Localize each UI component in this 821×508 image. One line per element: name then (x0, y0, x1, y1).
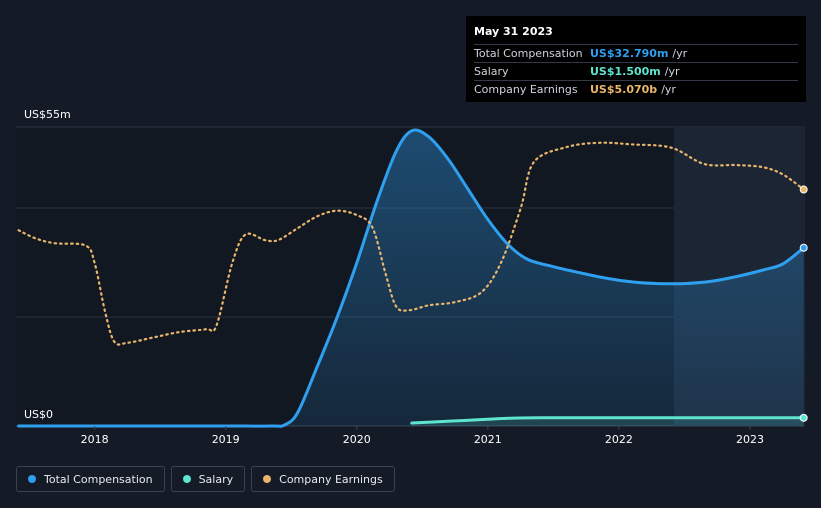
tooltip-label: Total Compensation (474, 47, 583, 60)
tooltip: May 31 2023 Total Compensation US$32.790… (466, 16, 806, 102)
series-areas (18, 130, 804, 427)
x-tick-label: 2018 (81, 433, 109, 446)
tooltip-unit: /yr (664, 65, 680, 78)
legend-label: Total Compensation (44, 472, 153, 486)
tooltip-row-company-earnings: Company Earnings US$5.070b /yr (474, 80, 798, 98)
company-earnings-line (17, 141, 805, 346)
company-earnings-endpoint (799, 185, 808, 194)
y-axis-top-label: US$55m (24, 108, 71, 121)
legend-item-total-compensation[interactable]: Total Compensation (16, 466, 165, 492)
x-tick-label: 2023 (736, 433, 764, 446)
series-endpoints (799, 185, 808, 422)
tooltip-unit: /yr (661, 83, 676, 96)
dot-icon (28, 475, 36, 483)
x-tick-label: 2022 (605, 433, 633, 446)
x-tick-label: 2021 (474, 433, 502, 446)
total-compensation-endpoint (799, 243, 808, 252)
x-tick-label: 2020 (343, 433, 371, 446)
salary-line (410, 416, 806, 425)
dot-icon (263, 475, 272, 483)
series-lines (17, 128, 806, 428)
tooltip-value: US$1.500m (590, 65, 661, 78)
legend-label: Company Earnings (279, 472, 383, 486)
dot-icon (182, 475, 191, 483)
tooltip-row-total-compensation: Total Compensation US$32.790m /yr (474, 44, 798, 62)
legend-item-salary[interactable]: Salary (170, 466, 246, 492)
x-tick-label: 2019 (212, 433, 240, 446)
tooltip-label: Company Earnings (474, 83, 578, 96)
total-compensation-area (18, 130, 804, 427)
tooltip-unit: /yr (672, 47, 688, 60)
legend-item-company-earnings[interactable]: Company Earnings (251, 466, 395, 492)
legend-label: Salary (198, 472, 234, 486)
tooltip-date: May 31 2023 (474, 25, 553, 38)
salary-endpoint (799, 413, 808, 422)
tooltip-value: US$32.790m (590, 47, 669, 60)
salary-area (411, 417, 804, 426)
legend: Total Compensation Salary Company Earnin… (16, 466, 395, 492)
tooltip-label: Salary (474, 65, 509, 78)
tooltip-value: US$5.070b (590, 83, 658, 96)
tooltip-row-salary: Salary US$1.500m /yr (474, 62, 798, 80)
total-compensation-line (17, 128, 806, 428)
y-axis-bottom-label: US$0 (24, 408, 54, 421)
x-axis-ticks: 2018 2019 2020 2021 2022 2023 (81, 426, 764, 446)
